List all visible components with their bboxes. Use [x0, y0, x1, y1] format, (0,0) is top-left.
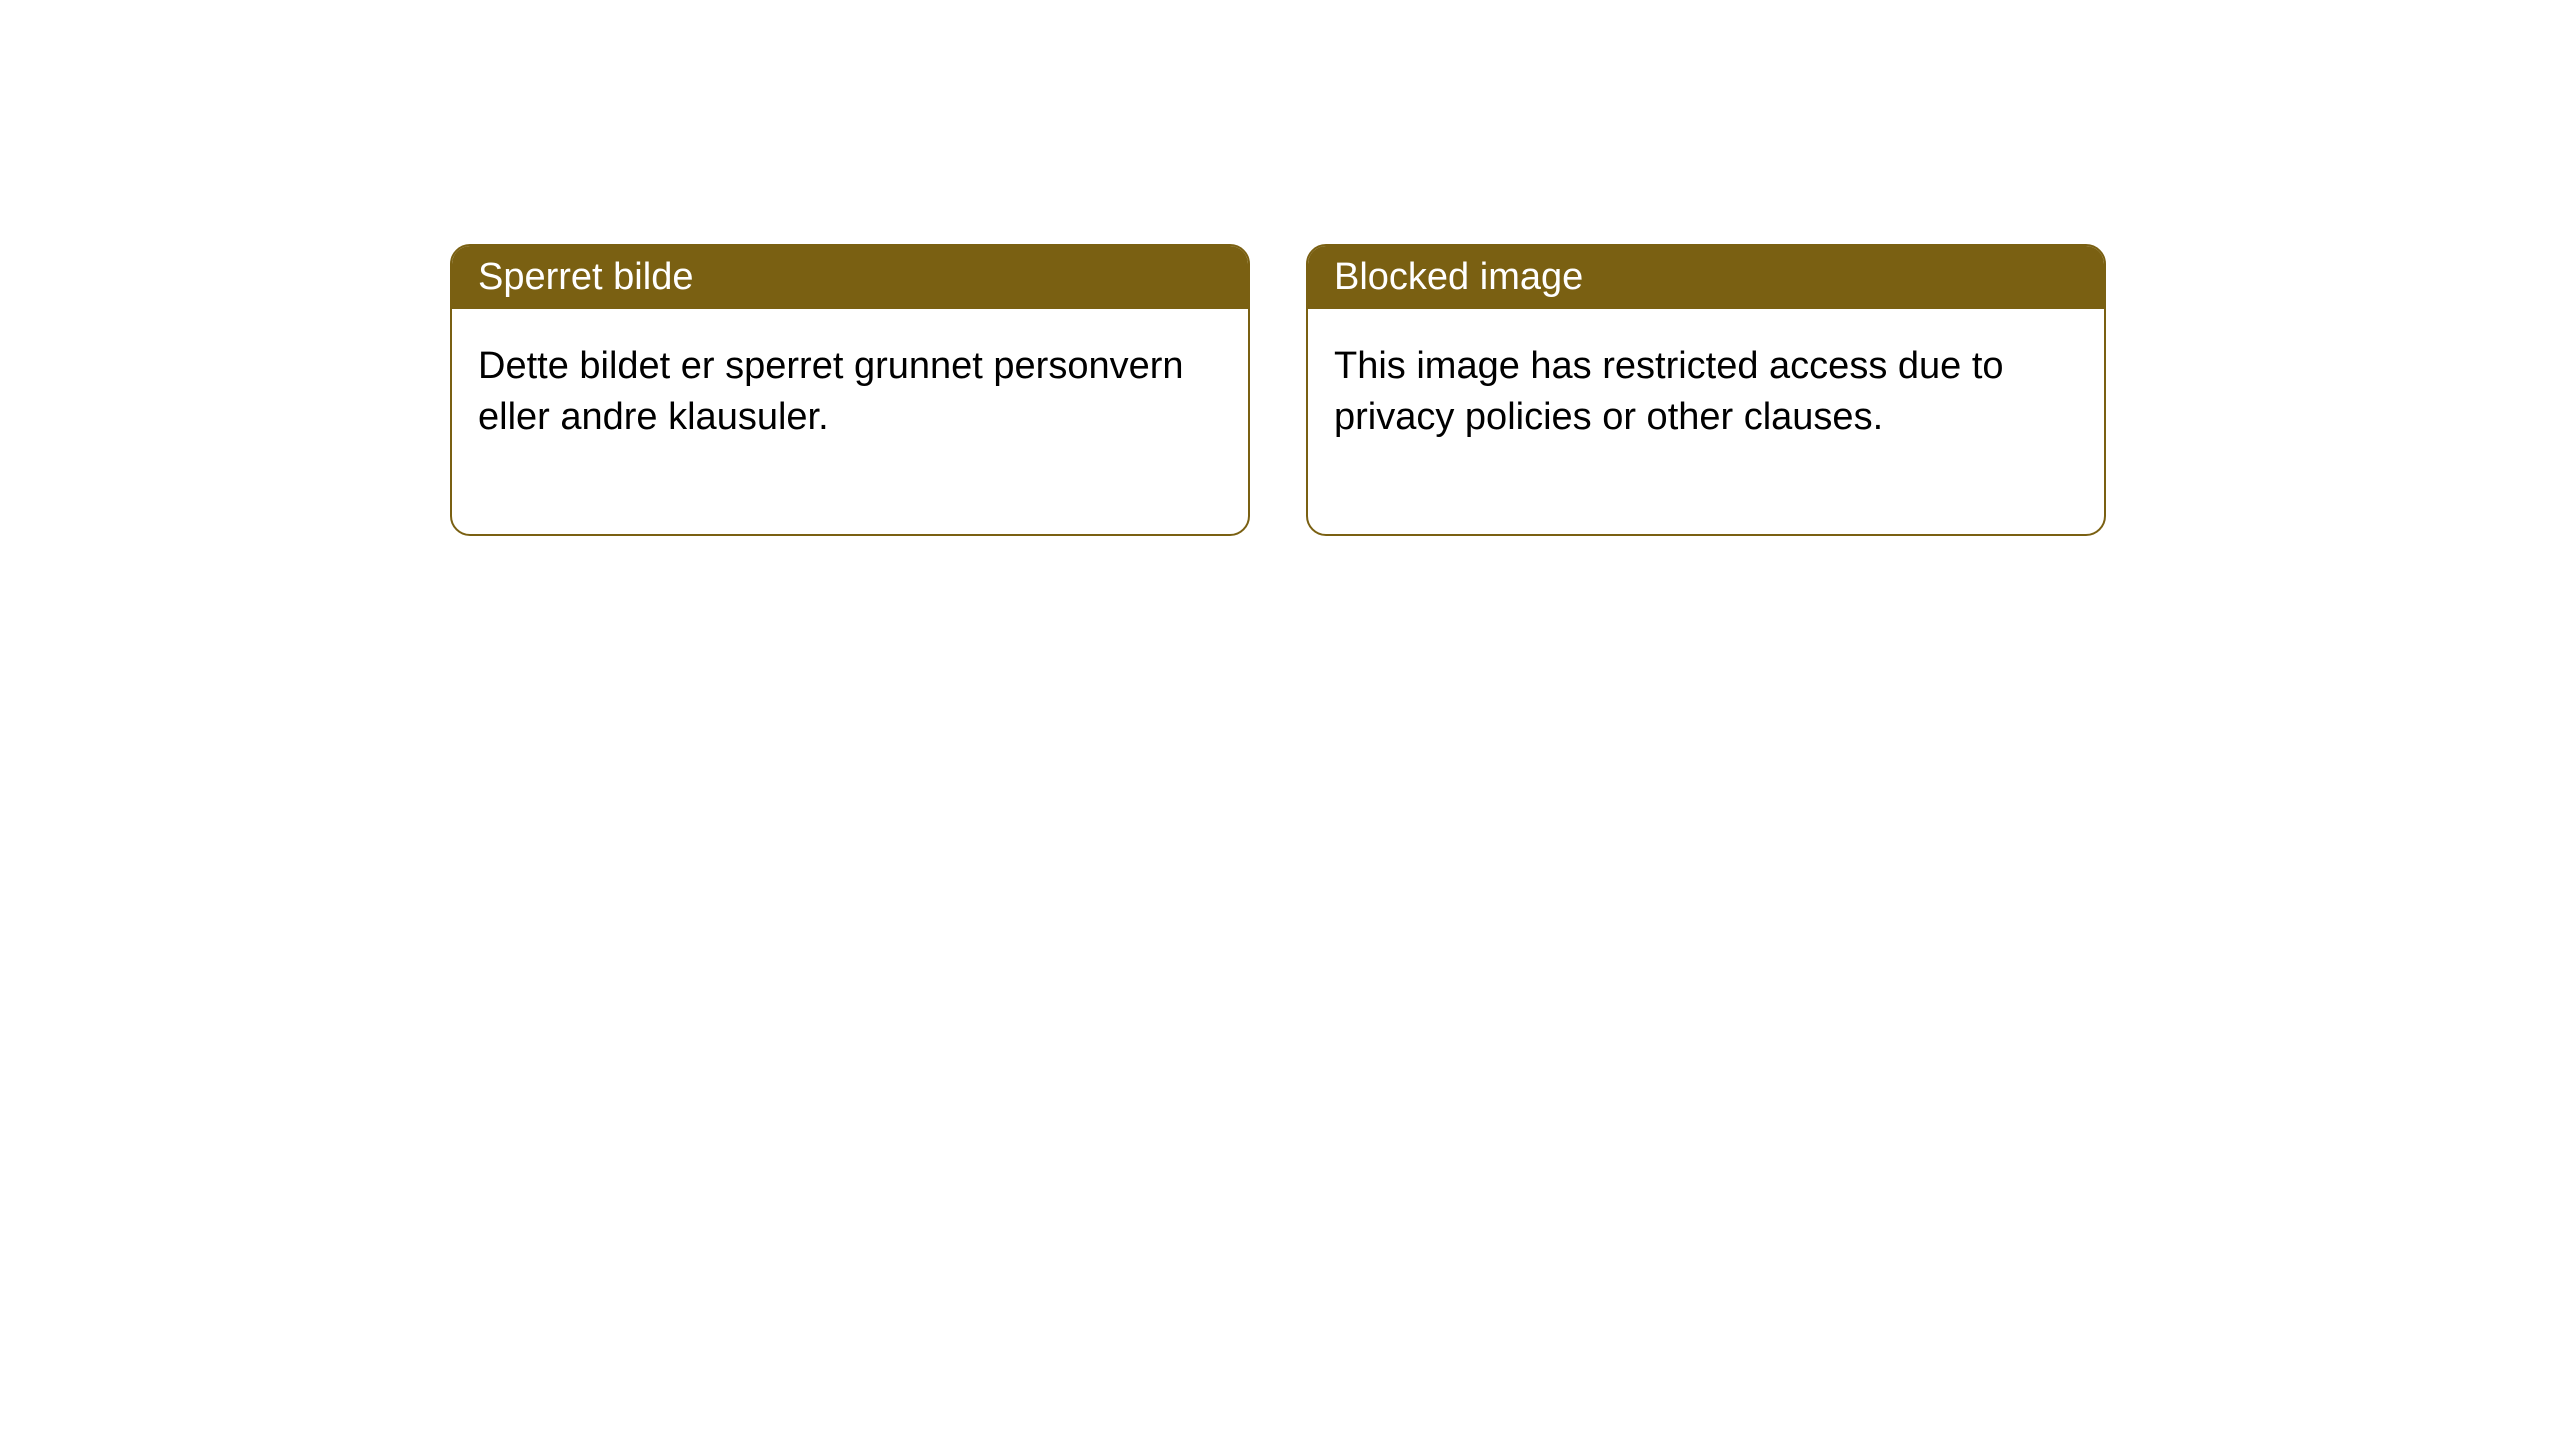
notice-card-norwegian: Sperret bilde Dette bildet er sperret gr…	[450, 244, 1250, 536]
card-title-norwegian: Sperret bilde	[478, 256, 693, 298]
card-message-norwegian: Dette bildet er sperret grunnet personve…	[478, 345, 1184, 438]
notice-card-english: Blocked image This image has restricted …	[1306, 244, 2106, 536]
card-title-english: Blocked image	[1334, 256, 1583, 298]
card-header-english: Blocked image	[1308, 246, 2104, 309]
notice-cards-container: Sperret bilde Dette bildet er sperret gr…	[450, 244, 2560, 536]
card-body-english: This image has restricted access due to …	[1308, 309, 2104, 534]
card-body-norwegian: Dette bildet er sperret grunnet personve…	[452, 309, 1248, 534]
card-message-english: This image has restricted access due to …	[1334, 345, 2004, 438]
card-header-norwegian: Sperret bilde	[452, 246, 1248, 309]
